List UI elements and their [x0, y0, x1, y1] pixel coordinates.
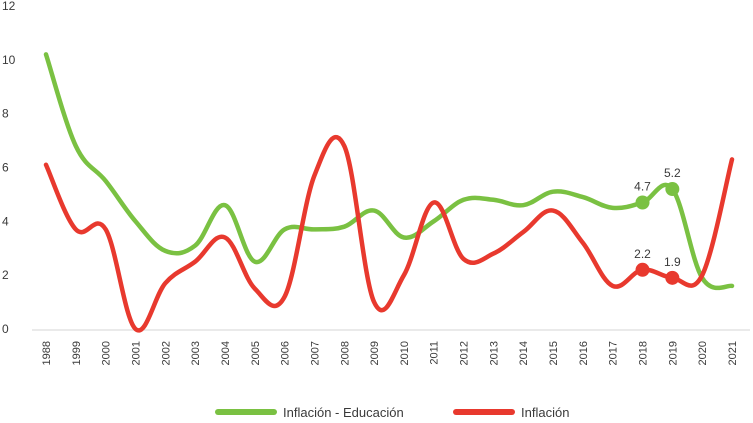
data-label: 2.2	[634, 247, 651, 261]
legend-item-inflacion: Inflación	[453, 402, 569, 422]
legend: Inflación - Educación Inflación	[0, 402, 753, 422]
data-point-marker	[635, 262, 650, 277]
y-tick-label: 0	[2, 322, 9, 336]
x-tick-label: 2015	[548, 341, 560, 365]
x-tick-label: 2001	[130, 341, 142, 365]
legend-swatch-inflacion-educacion	[215, 409, 277, 415]
x-tick-label: 2007	[309, 341, 321, 365]
x-tick-label: 2016	[578, 341, 590, 365]
series-lines	[43, 52, 735, 333]
x-tick-label: 2008	[339, 341, 351, 365]
x-tick-label: 2017	[608, 341, 620, 365]
y-tick-label: 12	[2, 0, 16, 13]
series-line-inflacion	[43, 134, 735, 333]
y-tick-label: 6	[2, 161, 9, 175]
y-axis: 0 2 4 6 8 10 12	[2, 0, 16, 336]
data-label: 5.2	[664, 166, 681, 180]
y-tick-label: 10	[2, 53, 16, 67]
x-tick-label: 2020	[697, 341, 709, 365]
x-axis: 1988 1999 2000 2001 2002 2003 2004 2005 2006 2007…	[41, 341, 739, 365]
legend-label-inflacion: Inflación	[521, 404, 570, 420]
y-tick-label: 4	[2, 214, 9, 228]
x-tick-label: 2005	[250, 341, 262, 365]
x-tick-label: 2004	[220, 341, 232, 365]
x-tick-label: 2011	[429, 341, 441, 365]
legend-swatch-inflacion	[453, 409, 515, 415]
x-tick-label: 2012	[459, 341, 471, 365]
data-point-marker	[665, 182, 680, 197]
legend-label-inflacion-educacion: Inflación - Educación	[283, 404, 404, 420]
x-tick-label: 2013	[488, 341, 500, 365]
data-point-marker	[635, 195, 650, 210]
annotation-markers: 4.7 5.2 2.2 1.9	[634, 166, 681, 285]
x-tick-label: 1988	[41, 341, 53, 365]
x-tick-label: 2000	[101, 341, 113, 365]
x-tick-label: 2009	[369, 341, 381, 365]
y-tick-label: 8	[2, 107, 9, 121]
x-tick-label: 2019	[667, 341, 679, 365]
x-tick-label: 2018	[638, 341, 650, 365]
x-tick-label: 2014	[518, 341, 530, 365]
data-label: 1.9	[664, 255, 681, 269]
x-tick-label: 2003	[190, 341, 202, 365]
series-line-inflacion-educacion	[43, 52, 735, 291]
x-tick-label: 1999	[71, 341, 83, 365]
data-label: 4.7	[634, 179, 651, 193]
x-tick-label: 2021	[727, 341, 739, 365]
y-tick-label: 2	[2, 268, 9, 282]
legend-item-inflacion-educacion: Inflación - Educación	[215, 402, 404, 422]
x-tick-label: 2006	[280, 341, 292, 365]
x-tick-label: 2002	[160, 341, 172, 365]
x-tick-label: 2010	[399, 341, 411, 365]
data-point-marker	[665, 270, 680, 285]
